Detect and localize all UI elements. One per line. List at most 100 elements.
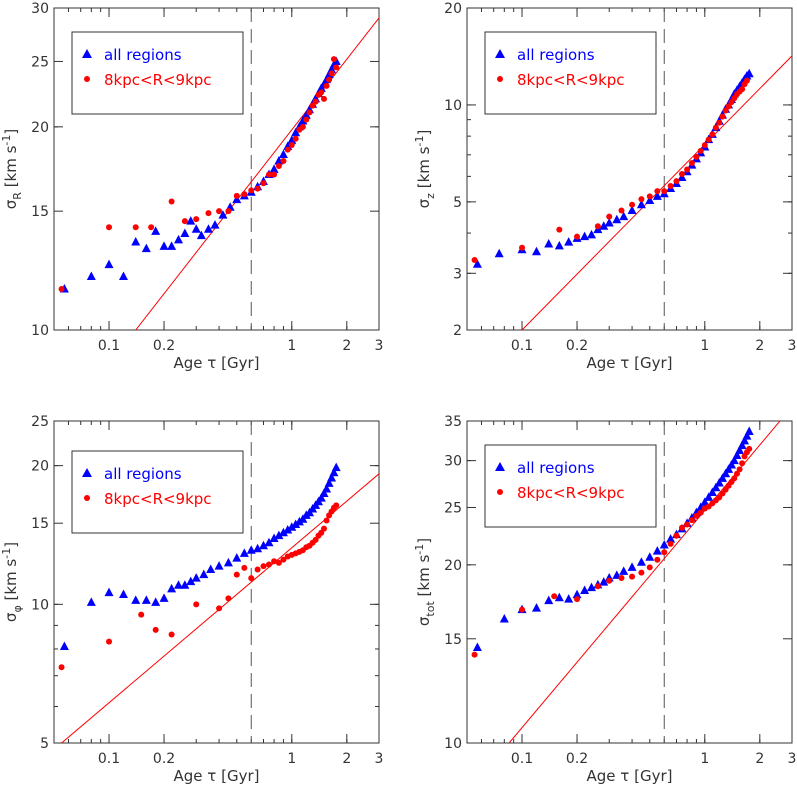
all-regions-point <box>180 228 190 237</box>
local-region-point <box>280 556 287 563</box>
all-regions-point <box>264 537 274 547</box>
local-region-point <box>233 571 240 578</box>
x-tick-label: 2 <box>342 338 351 354</box>
all-regions-point <box>151 597 161 606</box>
local-region-point <box>225 595 232 602</box>
all-regions-point <box>472 642 482 651</box>
local-region-point <box>205 210 212 217</box>
local-region-point <box>719 113 726 120</box>
y-tick-label: 30 <box>444 454 462 470</box>
local-region-point <box>241 191 248 198</box>
y-label-superscript: -1 <box>413 136 426 147</box>
local-region-point <box>638 569 645 576</box>
all-regions-point <box>572 589 582 599</box>
fit-line <box>135 17 379 330</box>
local-region-point <box>709 131 716 138</box>
x-tick-label: 0.2 <box>566 751 588 767</box>
legend-circle-icon <box>497 489 503 495</box>
all-regions-point <box>214 561 224 570</box>
local-region-point <box>693 153 700 160</box>
legend-box <box>71 31 244 115</box>
y-label-superscript: -1 <box>0 135 13 146</box>
all-regions-point <box>704 492 714 501</box>
x-tick-label: 2 <box>755 751 764 767</box>
local-region-point <box>106 638 113 645</box>
all-regions-point <box>580 585 590 594</box>
x-axis-label: Age τ [Gyr] <box>587 354 673 372</box>
y-tick-label: 20 <box>444 558 462 574</box>
local-region-point <box>705 136 712 143</box>
plot-data <box>58 421 379 743</box>
local-region-point <box>574 596 581 603</box>
x-tick-label: 0.1 <box>511 338 533 354</box>
all-regions-point <box>278 149 288 158</box>
all-regions-point <box>619 211 629 221</box>
legend-label-local-region: 8kpc<R<9kpc <box>517 71 625 89</box>
y-label-close: ] <box>2 129 20 135</box>
local-region-point <box>551 593 558 600</box>
y-axis-label: σφ [km s-1] <box>0 542 24 622</box>
x-axis-label: Age τ [Gyr] <box>587 767 673 785</box>
all-regions-point <box>587 582 597 592</box>
local-region-point <box>684 521 691 528</box>
local-region-point <box>233 192 240 199</box>
all-regions-point <box>278 527 288 537</box>
local-region-point <box>606 213 613 220</box>
y-tick-label: 10 <box>444 736 462 752</box>
x-tick-label: 0.2 <box>153 751 175 767</box>
x-tick-label: 1 <box>287 751 296 767</box>
local-region-point <box>556 226 563 233</box>
all-regions-point <box>59 641 69 650</box>
all-regions-point <box>167 583 177 593</box>
panel-sigma-tot: 0.1 0.2 1 2 3 10 15 20 25 30 35 Age τ [Gyr] σtot [km… <box>413 414 797 785</box>
x-tick-label: 2 <box>342 751 351 767</box>
x-tick-label: 3 <box>788 751 797 767</box>
local-region-point <box>519 244 526 251</box>
y-label-close: ] <box>415 538 433 544</box>
all-regions-point <box>151 226 161 235</box>
local-region-point <box>618 207 625 214</box>
y-tick-label: 5 <box>40 736 49 752</box>
all-regions-point <box>612 214 622 224</box>
legend-box <box>484 444 657 528</box>
local-region-point <box>701 142 708 149</box>
legend-box <box>484 31 657 115</box>
local-region-point <box>306 109 313 116</box>
all-regions-point <box>544 238 554 248</box>
all-regions-point <box>232 553 242 562</box>
legend-label-all-regions: all regions <box>104 465 182 483</box>
y-tick-label: 5 <box>453 195 462 211</box>
local-region-point <box>654 188 661 195</box>
local-region-point <box>132 224 139 231</box>
plot-data <box>471 421 781 743</box>
local-region-point <box>323 517 330 524</box>
y-label-unit: [km s <box>2 559 20 606</box>
all-regions-point <box>104 587 114 597</box>
all-regions-point <box>599 221 609 230</box>
local-region-point <box>148 224 155 231</box>
local-region-point <box>471 651 478 658</box>
all-regions-point <box>718 473 728 482</box>
local-region-point <box>629 201 636 208</box>
all-regions-point <box>732 450 742 460</box>
local-region-point <box>312 98 319 105</box>
all-regions-point <box>636 199 646 209</box>
legend-circle-icon <box>84 76 90 82</box>
all-regions-point <box>174 580 184 589</box>
local-region-point <box>138 611 145 618</box>
panel-sigma-phi: 0.1 0.2 1 2 3 5 10 15 20 25 Age τ [Gyr] σφ [km s-1]… <box>0 414 383 785</box>
all-regions-point <box>564 594 574 603</box>
all-regions-point <box>206 564 216 574</box>
all-regions-point <box>86 271 96 281</box>
all-regions-point <box>531 603 541 612</box>
all-regions-point <box>619 566 629 575</box>
plot-frame <box>53 420 380 744</box>
y-label-close: ] <box>2 542 20 548</box>
all-regions-point <box>711 482 721 492</box>
local-region-point <box>712 124 719 131</box>
all-regions-point <box>735 445 745 455</box>
local-region-point <box>260 180 267 187</box>
all-regions-point <box>727 459 737 469</box>
y-tick-label: 3 <box>453 266 462 282</box>
y-label-subscript: z <box>424 193 437 199</box>
